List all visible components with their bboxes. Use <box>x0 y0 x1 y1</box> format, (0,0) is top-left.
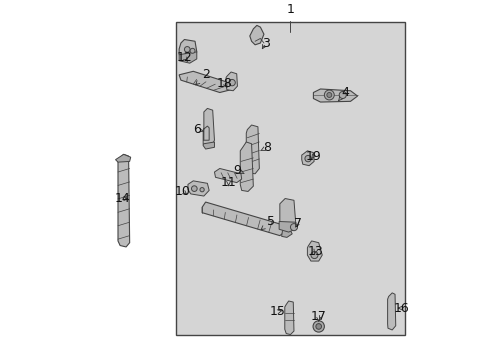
Polygon shape <box>313 89 357 102</box>
Text: 4: 4 <box>338 86 348 101</box>
Circle shape <box>326 93 331 98</box>
Polygon shape <box>279 198 295 229</box>
Polygon shape <box>179 52 196 63</box>
Text: 10: 10 <box>174 185 190 198</box>
Polygon shape <box>203 142 214 149</box>
Text: 5: 5 <box>261 215 274 230</box>
Text: 17: 17 <box>310 310 326 323</box>
Polygon shape <box>284 301 293 334</box>
Polygon shape <box>279 221 296 232</box>
Circle shape <box>324 90 334 100</box>
Text: 6: 6 <box>192 123 203 136</box>
Polygon shape <box>179 71 233 93</box>
Polygon shape <box>246 125 259 174</box>
Circle shape <box>184 46 190 52</box>
Polygon shape <box>118 154 129 247</box>
Circle shape <box>310 252 317 258</box>
Circle shape <box>191 186 197 192</box>
Polygon shape <box>249 25 264 45</box>
Polygon shape <box>179 40 196 58</box>
Polygon shape <box>301 151 313 166</box>
Text: 1: 1 <box>286 3 294 16</box>
Polygon shape <box>203 108 214 148</box>
Text: 3: 3 <box>261 36 269 50</box>
Text: 9: 9 <box>233 164 244 177</box>
Polygon shape <box>281 225 292 237</box>
Text: 14: 14 <box>115 192 130 205</box>
Circle shape <box>315 324 321 329</box>
Bar <box>175 22 405 334</box>
Text: 18: 18 <box>217 77 232 90</box>
Polygon shape <box>240 142 253 192</box>
Polygon shape <box>187 181 209 196</box>
Circle shape <box>190 48 195 53</box>
Circle shape <box>290 224 297 231</box>
Circle shape <box>339 91 346 99</box>
Text: 2: 2 <box>195 68 209 85</box>
Polygon shape <box>214 168 241 183</box>
Text: 11: 11 <box>220 176 236 189</box>
Circle shape <box>312 321 324 332</box>
Text: 7: 7 <box>293 217 301 230</box>
Polygon shape <box>225 72 237 91</box>
Text: 19: 19 <box>305 150 321 163</box>
Polygon shape <box>202 202 286 236</box>
Text: 13: 13 <box>306 245 323 258</box>
Text: 12: 12 <box>176 51 192 64</box>
Text: 15: 15 <box>269 305 285 318</box>
Polygon shape <box>307 241 322 261</box>
Circle shape <box>228 80 235 86</box>
Text: 16: 16 <box>393 302 409 315</box>
Circle shape <box>305 156 311 162</box>
Circle shape <box>200 188 204 192</box>
Polygon shape <box>115 154 130 162</box>
Text: 8: 8 <box>260 141 271 154</box>
Polygon shape <box>387 293 395 330</box>
